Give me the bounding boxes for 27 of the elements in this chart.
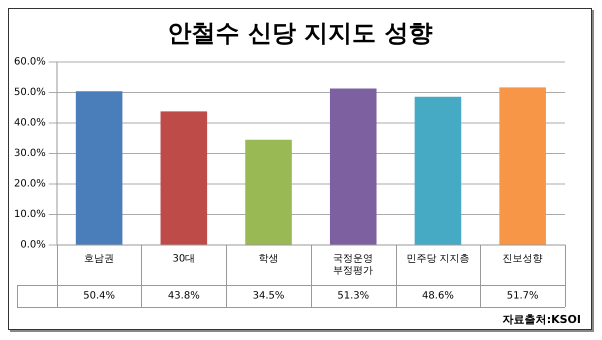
x-tick-label: 호남권 (84, 254, 114, 265)
x-tick-label: 학생 (258, 254, 279, 265)
y-tick-label: 20.0% (14, 178, 46, 190)
y-tick-label: 0.0% (20, 240, 46, 251)
y-tick-label: 50.0% (14, 87, 46, 98)
data-label: 51.3% (337, 290, 370, 302)
data-label: 50.4% (83, 290, 116, 302)
y-tick-label: 30.0% (14, 148, 46, 160)
bar (160, 111, 208, 244)
data-label: 51.7% (506, 290, 539, 302)
bar (245, 140, 292, 244)
y-tick-label: 40.0% (14, 118, 46, 129)
x-tick-label: 민주당 지지층 (406, 254, 470, 265)
x-tick-label: 국정운영 부정평가 (333, 254, 374, 277)
bar (414, 96, 462, 244)
data-label: 48.6% (422, 290, 454, 302)
y-tick-label: 10.0% (14, 209, 46, 220)
x-tick-label: 30대 (172, 254, 196, 265)
chart-title: 안철수 신당 지지도 성향 (166, 18, 434, 49)
data-label: 34.5% (252, 290, 284, 302)
x-tick-label: 진보성향 (502, 254, 543, 265)
text: 자료출처:KSOI (502, 312, 581, 327)
bar (76, 91, 122, 244)
y-tick-label: 60.0% (14, 56, 46, 68)
bar (499, 87, 546, 244)
bar (330, 88, 377, 244)
data-label: 43.8% (168, 290, 200, 302)
